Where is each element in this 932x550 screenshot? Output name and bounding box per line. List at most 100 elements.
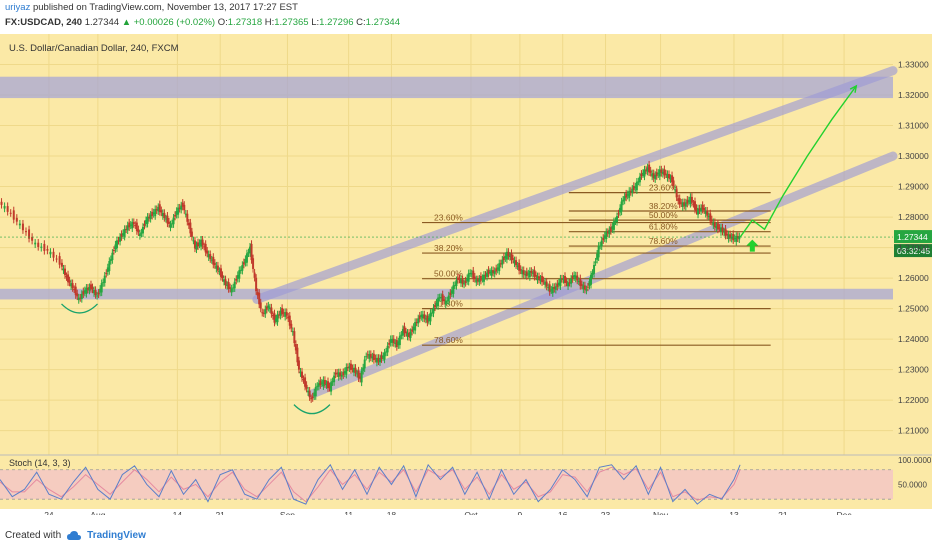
candle-body [389, 339, 392, 343]
open-value: 1.27318 [227, 17, 263, 28]
candle-body [388, 343, 391, 345]
channel-line-0 [307, 151, 898, 399]
candle-body [224, 279, 227, 286]
candle-body [481, 278, 484, 280]
candle-body [680, 202, 683, 204]
candle-body [579, 278, 582, 287]
candle-body [663, 169, 666, 176]
candle-body [117, 240, 120, 242]
candle-body [564, 275, 567, 283]
candle-body [661, 171, 664, 174]
candle-body [378, 358, 381, 363]
candle-body [440, 297, 443, 299]
fib-label: 38.20% [649, 201, 678, 211]
candle-body [620, 201, 623, 212]
candle-body [18, 223, 21, 226]
candle-body [77, 297, 80, 301]
candle-body [403, 326, 406, 334]
candle-body [169, 224, 172, 228]
candle-body [652, 173, 655, 179]
y-tick-label: 1.25000 [898, 304, 929, 314]
candle-body [105, 272, 108, 274]
candle-body [119, 236, 122, 242]
candle-body [227, 282, 230, 290]
candle-body [383, 352, 386, 360]
candle-body [172, 217, 175, 225]
candle-body [267, 305, 270, 308]
candle-body [291, 331, 294, 333]
candle-body [614, 221, 617, 223]
candle-body [167, 221, 170, 224]
candle-body [275, 318, 278, 321]
candle-body [368, 354, 371, 359]
candle-body [727, 234, 730, 240]
candle-body [6, 206, 9, 212]
candle-body [134, 224, 137, 226]
candle-body [453, 285, 456, 287]
candle-body [609, 227, 612, 232]
quote-line: FX:USDCAD, 240 1.27344 ▲ +0.00026 (+0.02… [5, 17, 932, 31]
candle-body [181, 202, 184, 207]
candle-body [345, 367, 348, 375]
candle-body [712, 222, 715, 226]
candle-body [689, 196, 692, 204]
price-axis-background [893, 34, 932, 509]
candle-body [466, 278, 469, 282]
candle-body [149, 214, 152, 219]
candle-body [707, 216, 710, 218]
candle-body [700, 207, 703, 212]
candle-body [544, 281, 547, 285]
candle-body [704, 210, 707, 214]
x-tick-label: Aug [90, 510, 105, 515]
candle-body [137, 229, 140, 233]
candle-body [531, 272, 534, 274]
candle-body [452, 285, 455, 294]
candle-body [385, 351, 388, 353]
bottom-arc-1 [293, 404, 331, 415]
candle-body [187, 222, 190, 226]
candle-body [400, 334, 403, 336]
candle-body [657, 172, 660, 175]
candle-body [55, 258, 58, 260]
tradingview-logo[interactable]: TradingView [87, 530, 146, 541]
candle-body [596, 253, 599, 260]
candle-body [719, 227, 722, 233]
candle-body [166, 215, 169, 224]
candle-body [577, 280, 580, 282]
stoch-k-line [0, 463, 741, 505]
candle-body [76, 293, 79, 297]
candle-body [126, 225, 129, 231]
candle-body [9, 212, 12, 214]
candle-body [343, 371, 346, 374]
candle-body [279, 310, 282, 316]
candle-body [352, 367, 355, 373]
candle-body [148, 216, 151, 218]
y-tick-label: 1.29000 [898, 182, 929, 192]
candle-body [683, 202, 686, 206]
author-link[interactable]: uriyaz [5, 2, 31, 13]
candle-body [692, 203, 695, 205]
candle-body [541, 275, 544, 283]
candle-body [701, 205, 704, 210]
candle-body [201, 239, 204, 246]
candle-body [580, 284, 583, 286]
candle-body [293, 331, 296, 344]
price-chart[interactable]: 23.60%38.20%50.00%61.80%78.60%23.60%38.2… [0, 0, 932, 515]
candle-body [249, 246, 252, 254]
candle-body [386, 345, 389, 353]
candle-body [611, 226, 614, 230]
candle-body [729, 234, 732, 238]
publish-line: uriyaz published on TradingView.com, Nov… [5, 2, 932, 16]
candle-body [574, 275, 577, 279]
candle-body [666, 174, 669, 179]
candle-body [490, 270, 493, 276]
candle-body [667, 174, 670, 179]
candle-body [62, 268, 65, 271]
candle-body [206, 250, 209, 254]
candle-body [438, 297, 441, 299]
y-tick-label: 1.32000 [898, 90, 929, 100]
fib-label: 50.00% [434, 269, 463, 279]
candle-body [684, 202, 687, 207]
candle-body [550, 289, 553, 291]
candle-body [583, 285, 586, 290]
